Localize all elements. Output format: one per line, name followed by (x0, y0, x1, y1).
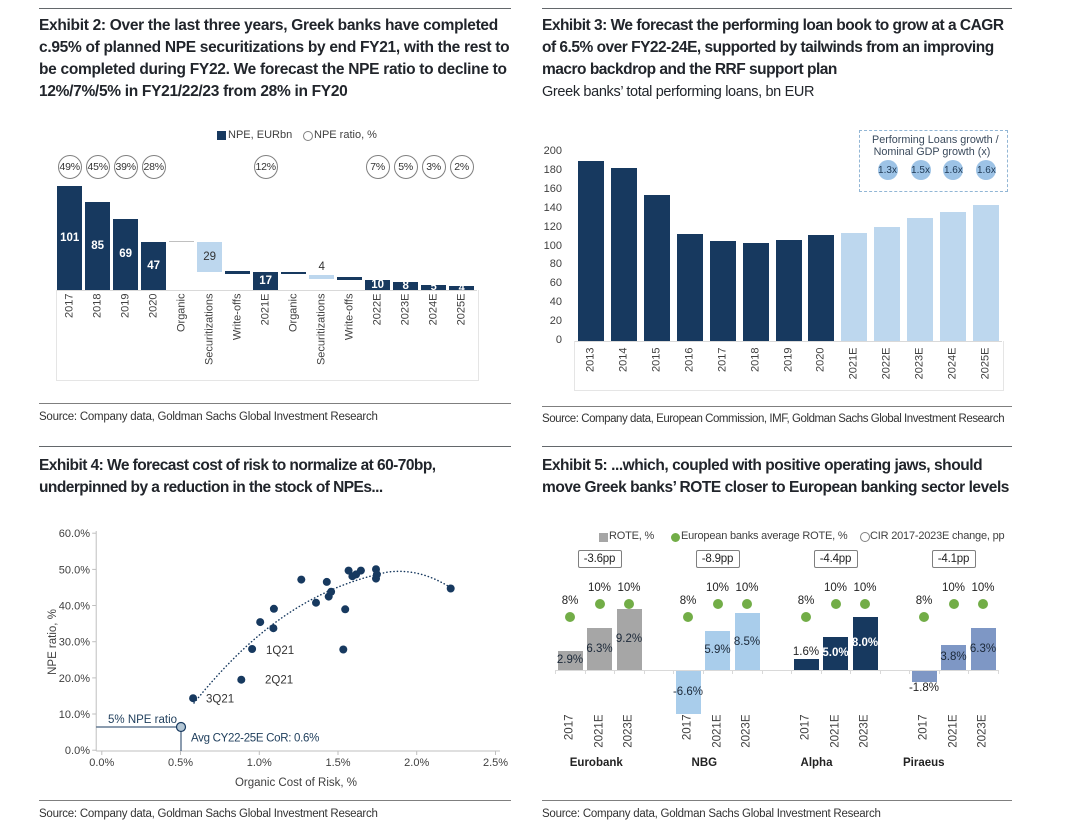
svg-text:50.0%: 50.0% (59, 564, 90, 576)
svg-text:3Q21: 3Q21 (206, 694, 234, 706)
svg-text:Organic Cost of Risk, %: Organic Cost of Risk, % (235, 777, 357, 789)
svg-text:1.5%: 1.5% (325, 757, 350, 769)
svg-text:2.0%: 2.0% (404, 757, 429, 769)
svg-text:0.0%: 0.0% (65, 745, 90, 757)
svg-text:60.0%: 60.0% (59, 528, 90, 540)
svg-text:2.5%: 2.5% (483, 757, 508, 769)
svg-text:40.0%: 40.0% (59, 601, 90, 613)
svg-text:1.0%: 1.0% (247, 757, 272, 769)
svg-text:Avg CY22-25E CoR: 0.6%: Avg CY22-25E CoR: 0.6% (191, 733, 319, 745)
svg-text:2Q21: 2Q21 (265, 675, 293, 687)
svg-text:10.0%: 10.0% (59, 709, 90, 721)
svg-text:NPE ratio, %: NPE ratio, % (47, 609, 59, 675)
svg-text:1Q21: 1Q21 (266, 645, 294, 657)
svg-text:5% NPE ratio: 5% NPE ratio (108, 714, 177, 726)
svg-text:0.5%: 0.5% (168, 757, 193, 769)
svg-text:0.0%: 0.0% (89, 757, 114, 769)
svg-text:30.0%: 30.0% (59, 637, 90, 649)
svg-text:20.0%: 20.0% (59, 673, 90, 685)
